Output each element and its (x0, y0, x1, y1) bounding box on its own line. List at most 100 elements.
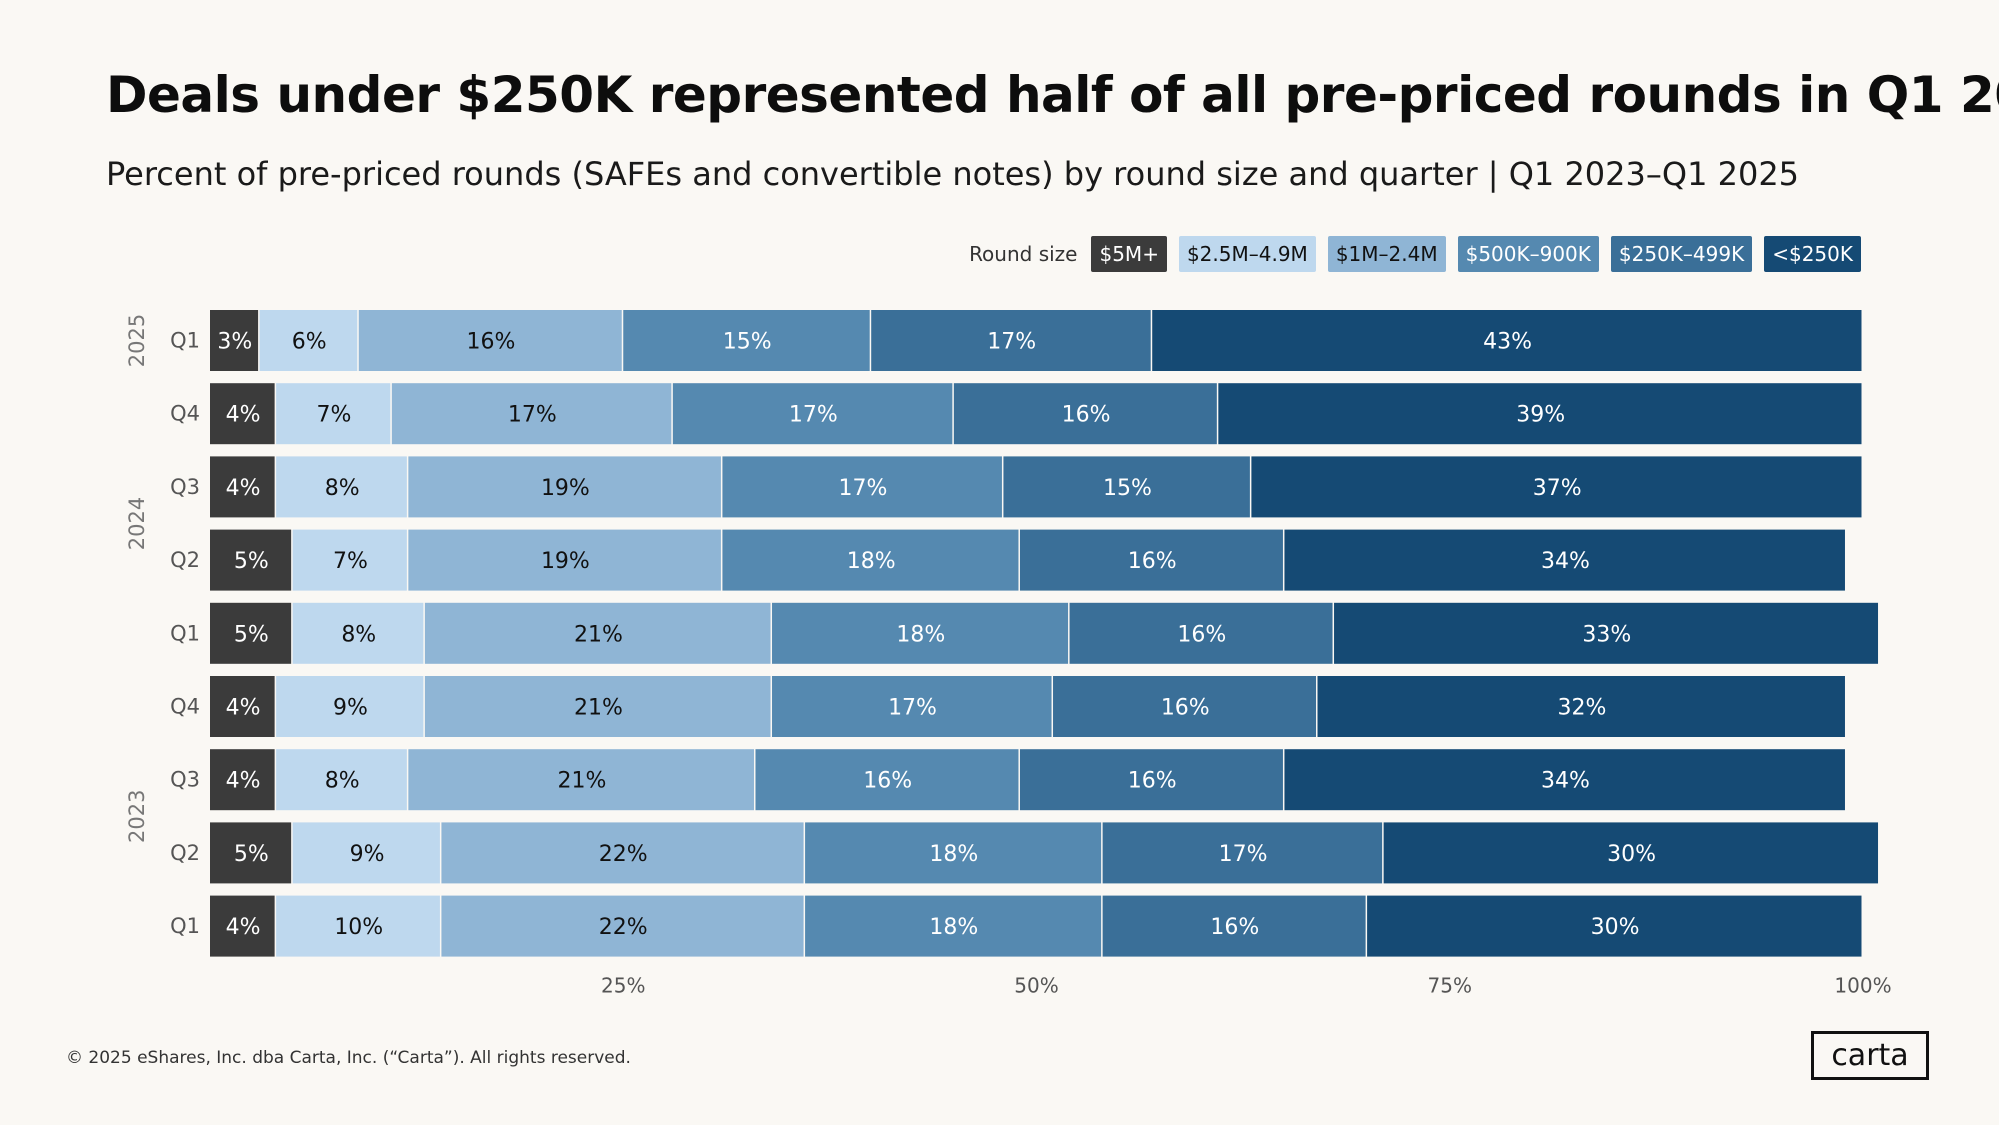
legend-item-2-5m-4-9m: $2.5M–4.9M (1178, 236, 1316, 272)
data-label: 21% (557, 769, 606, 794)
data-label: 18% (896, 622, 945, 647)
data-label: 16% (1210, 915, 1259, 940)
bar-segment (210, 895, 275, 957)
legend-title: Round size (969, 242, 1078, 266)
bar-segment (1383, 822, 1879, 884)
data-label: 19% (541, 549, 590, 574)
bar-segment (871, 310, 1151, 371)
data-label: 5% (234, 549, 269, 574)
x-tick-label: 25% (601, 974, 645, 998)
data-label: 5% (234, 622, 269, 647)
row-label: Q1 (170, 914, 200, 938)
data-label: 18% (929, 915, 978, 940)
data-label: 7% (333, 549, 368, 574)
bar-segment (210, 749, 275, 811)
data-label: 30% (1607, 842, 1656, 867)
bar-segment (722, 529, 1019, 591)
bar-segment (391, 383, 672, 445)
bar-segment (210, 456, 275, 518)
bar-segment (292, 602, 424, 664)
data-label: 9% (333, 696, 368, 721)
x-tick-label: 75% (1428, 974, 1472, 998)
row-label: Q2 (170, 548, 200, 572)
legend-item-under-250k: <$250K (1764, 236, 1861, 272)
bar-segment (1069, 602, 1333, 664)
bar-segment (1102, 895, 1366, 957)
copyright-footer: © 2025 eShares, Inc. dba Carta, Inc. (“C… (66, 1048, 631, 1068)
data-label: 6% (292, 330, 327, 355)
bar-segment (424, 602, 771, 664)
bar-segment (755, 749, 1019, 811)
data-label: 22% (599, 915, 648, 940)
bar-segment (210, 529, 292, 591)
data-label: 15% (1103, 476, 1152, 501)
data-label: 43% (1483, 330, 1532, 355)
bar-segment (276, 456, 407, 518)
bar-segment (1251, 456, 1862, 518)
bar-segment (953, 383, 1217, 445)
data-label: 4% (226, 696, 261, 721)
bar-segment (772, 676, 1052, 737)
bar-segment (1367, 895, 1862, 957)
bar-segment (292, 529, 407, 591)
bar-segment (1284, 749, 1845, 811)
bar-segment (772, 602, 1069, 664)
row-label: Q1 (170, 329, 200, 353)
bar-segment (210, 822, 292, 884)
data-label: 37% (1533, 476, 1582, 501)
bar-segment (276, 676, 424, 737)
bar-segment (441, 895, 804, 957)
data-label: 17% (508, 403, 557, 428)
data-label: 21% (574, 696, 623, 721)
data-label: 17% (838, 476, 887, 501)
data-label: 39% (1516, 403, 1565, 428)
data-label: 17% (888, 696, 937, 721)
bar-segment (805, 895, 1102, 957)
year-label: 2025 (125, 314, 149, 367)
bar-segment (276, 895, 440, 957)
bar-segment (722, 456, 1002, 518)
data-label: 16% (1161, 696, 1210, 721)
data-label: 5% (234, 842, 269, 867)
data-label: 8% (325, 769, 360, 794)
bar-segment (672, 383, 953, 445)
data-label: 4% (226, 769, 261, 794)
bar-segment (1218, 383, 1862, 445)
data-label: 18% (929, 842, 978, 867)
bar-segment (1152, 310, 1862, 371)
chart-subtitle: Percent of pre-priced rounds (SAFEs and … (106, 155, 1800, 193)
data-label: 34% (1541, 549, 1590, 574)
bar-segment (1102, 822, 1383, 884)
data-label: 17% (987, 330, 1036, 355)
bar-segment (210, 676, 275, 737)
bar-segment (1019, 749, 1283, 811)
data-label: 16% (1128, 549, 1177, 574)
bar-segment (358, 310, 622, 371)
data-label: 16% (1128, 769, 1177, 794)
bar-segment (1334, 602, 1879, 664)
data-label: 32% (1558, 696, 1607, 721)
legend-item-500k-900k: $500K–900K (1457, 236, 1599, 272)
bar-segment (623, 310, 870, 371)
data-label: 22% (599, 842, 648, 867)
bar-segment (276, 383, 391, 445)
data-label: 33% (1582, 622, 1631, 647)
row-label: Q3 (170, 475, 200, 499)
data-label: 15% (723, 330, 772, 355)
data-label: 9% (350, 842, 385, 867)
legend: Round size $5M+ $2.5M–4.9M $1M–2.4M $500… (969, 236, 1861, 272)
bar-segment (1284, 529, 1845, 591)
x-tick-label: 50% (1014, 974, 1058, 998)
bar-segment (408, 456, 721, 518)
bar-segment (292, 822, 440, 884)
chart-title: Deals under $250K represented half of al… (106, 66, 1999, 124)
bar-segment (441, 822, 804, 884)
data-label: 4% (226, 915, 261, 940)
data-label: 8% (341, 622, 376, 647)
bar-segment (408, 749, 754, 811)
bar-segment (1003, 456, 1250, 518)
bar-segment (805, 822, 1102, 884)
row-label: Q2 (170, 841, 200, 865)
x-tick-label: 100% (1834, 974, 1891, 998)
carta-logo: carta (1811, 1031, 1929, 1080)
